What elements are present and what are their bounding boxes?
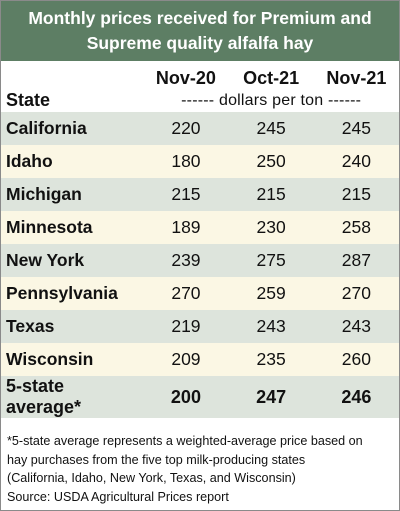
table-row: Minnesota 189 230 258 xyxy=(1,211,399,244)
table-row: Idaho 180 250 240 xyxy=(1,145,399,178)
price-cell: 270 xyxy=(313,277,399,310)
price-cell: 243 xyxy=(313,310,399,343)
price-cell: 245 xyxy=(228,112,314,145)
table-row: New York 239 275 287 xyxy=(1,244,399,277)
unit-row: State ------ dollars per ton ------ xyxy=(1,89,399,112)
footnote-line: (California, Idaho, New York, Texas, and… xyxy=(7,471,296,485)
price-cell: 243 xyxy=(228,310,314,343)
price-cell: 189 xyxy=(143,211,229,244)
footnote-line: *5-state average represents a weighted-a… xyxy=(7,434,363,448)
unit-label: ------ dollars per ton ------ xyxy=(181,91,362,109)
average-cell: 246 xyxy=(313,376,399,418)
state-name: Michigan xyxy=(1,178,144,211)
state-name: Minnesota xyxy=(1,211,144,244)
price-cell: 180 xyxy=(143,145,229,178)
column-header-row: Nov-20 Oct-21 Nov-21 xyxy=(1,61,399,89)
table-title: Monthly prices received for Premium and … xyxy=(1,1,399,61)
column-header: Nov-20 xyxy=(155,68,216,88)
state-column-header: State xyxy=(6,90,51,110)
table-row: Texas 219 243 243 xyxy=(1,310,399,343)
title-line-2: Supreme quality alfalfa hay xyxy=(86,33,314,53)
price-cell: 215 xyxy=(228,178,314,211)
price-cell: 220 xyxy=(143,112,229,145)
price-cell: 215 xyxy=(143,178,229,211)
average-label: 5-state average* xyxy=(1,376,144,418)
table-row: California 220 245 245 xyxy=(1,112,399,145)
price-cell: 230 xyxy=(228,211,314,244)
state-name: New York xyxy=(1,244,144,277)
footnote: *5-state average represents a weighted-a… xyxy=(7,432,397,506)
source-line: Source: USDA Agricultural Prices report xyxy=(7,489,229,504)
table-row: Michigan 215 215 215 xyxy=(1,178,399,211)
footnote-line: hay purchases from the five top milk-pro… xyxy=(7,452,306,467)
average-cell: 247 xyxy=(228,376,314,418)
average-cell: 200 xyxy=(143,376,229,418)
price-cell: 209 xyxy=(143,343,229,376)
column-header-blank xyxy=(1,61,143,89)
column-header: Oct-21 xyxy=(243,68,300,88)
price-cell: 258 xyxy=(313,211,399,244)
price-cell: 250 xyxy=(228,145,314,178)
title-line-1: Monthly prices received for Premium and xyxy=(28,8,372,28)
state-name: Texas xyxy=(1,310,144,343)
column-header: Nov-21 xyxy=(326,68,387,88)
price-cell: 239 xyxy=(143,244,229,277)
price-cell: 240 xyxy=(313,145,399,178)
price-cell: 215 xyxy=(313,178,399,211)
price-table: Nov-20 Oct-21 Nov-21 State ------ dollar… xyxy=(1,61,399,418)
price-cell: 270 xyxy=(143,277,229,310)
price-cell: 275 xyxy=(228,244,314,277)
price-cell: 287 xyxy=(313,244,399,277)
state-name: Idaho xyxy=(1,145,144,178)
price-cell: 259 xyxy=(228,277,314,310)
state-name: Pennsylvania xyxy=(1,277,144,310)
price-cell: 235 xyxy=(228,343,314,376)
state-name: California xyxy=(1,112,144,145)
average-row: 5-state average* 200 247 246 xyxy=(1,376,399,418)
price-cell: 260 xyxy=(313,343,399,376)
state-name: Wisconsin xyxy=(1,343,144,376)
price-cell: 219 xyxy=(143,310,229,343)
table-row: Wisconsin 209 235 260 xyxy=(1,343,399,376)
price-cell: 245 xyxy=(313,112,399,145)
table-row: Pennsylvania 270 259 270 xyxy=(1,277,399,310)
